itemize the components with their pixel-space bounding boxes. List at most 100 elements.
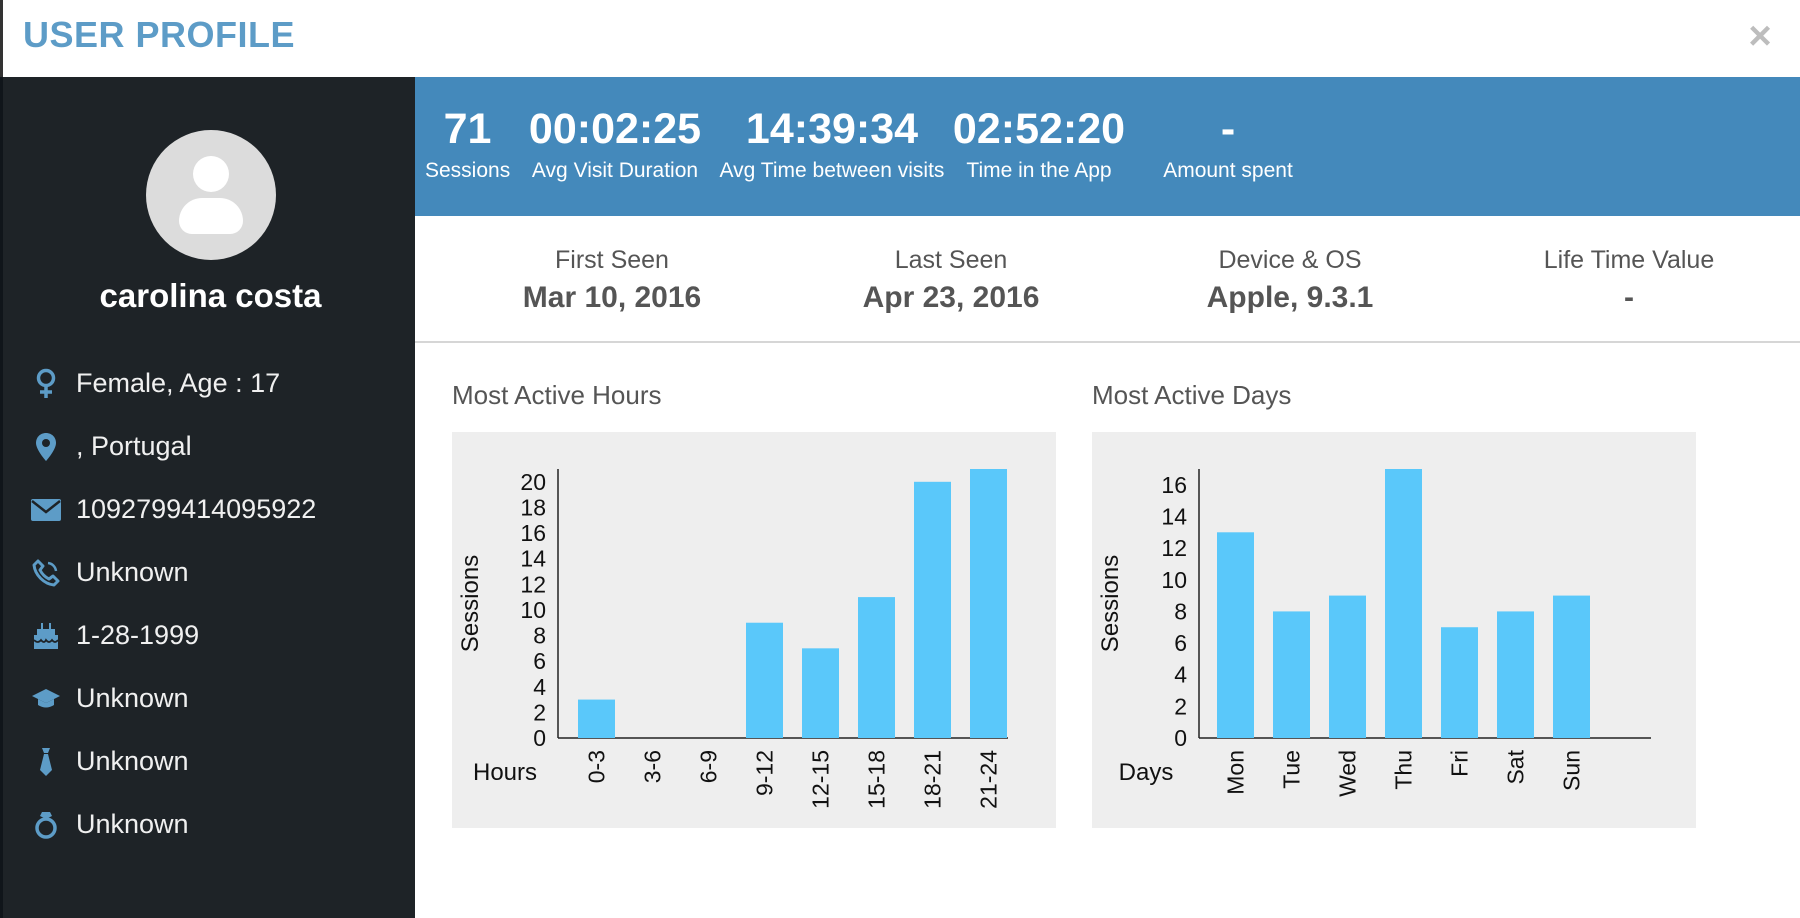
stat-label: Avg Time between visits xyxy=(719,159,945,182)
meta-first-seen: First Seen Mar 10, 2016 xyxy=(442,246,782,315)
y-tick-label: 18 xyxy=(520,494,546,520)
hours-chart: 0 2 4 6 8 10 12 14 16 18 20 Sessions Hours 0-3 3-6 6-9 9… xyxy=(452,432,1056,828)
stat-amount-spent: - Amount spent xyxy=(1143,107,1313,183)
stat-label: Sessions xyxy=(425,159,511,182)
x-tick-label: Sun xyxy=(1559,750,1585,791)
phone-icon xyxy=(31,556,61,590)
x-tick-label: Fri xyxy=(1447,750,1473,777)
birthday-cake-icon xyxy=(31,619,61,653)
days-chart: 0 2 4 6 8 10 12 14 16 Sessions Days Mon Tue Wed Thu Fri… xyxy=(1092,432,1696,828)
relationship-text: Unknown xyxy=(76,809,189,839)
y-tick-label: 14 xyxy=(1161,503,1187,529)
meta-label: Last Seen xyxy=(894,246,1008,274)
stat-time-in-app: 02:52:20 Time in the App xyxy=(949,107,1129,183)
y-tick-label: 2 xyxy=(533,699,546,725)
x-tick-label: 0-3 xyxy=(584,750,610,783)
meta-last-seen: Last Seen Apr 23, 2016 xyxy=(781,246,1121,315)
y-tick-label: 12 xyxy=(1161,535,1187,561)
stat-label: Time in the App xyxy=(966,159,1112,182)
stat-label: Avg Visit Duration xyxy=(531,159,699,182)
meta-label: Device & OS xyxy=(1218,246,1362,274)
education-text: Unknown xyxy=(76,683,189,713)
meta-label: Life Time Value xyxy=(1543,246,1715,274)
y-tick-label: 8 xyxy=(1174,598,1187,624)
x-tick-label: 9-12 xyxy=(752,750,778,796)
avatar-body xyxy=(179,198,243,234)
stat-value: - xyxy=(1220,105,1236,153)
avatar-head xyxy=(193,156,229,192)
info-phone: Unknown xyxy=(3,550,418,613)
bar xyxy=(914,481,951,738)
y-tick-label: 6 xyxy=(1174,630,1187,656)
hours-chart-title: Most Active Hours xyxy=(452,380,662,410)
info-occupation: Unknown xyxy=(3,739,418,802)
stat-value: 00:02:25 xyxy=(528,105,702,153)
bar xyxy=(1385,469,1422,738)
profile-info-list: Female, Age : 17 , Portugal 109279941409… xyxy=(3,361,418,865)
y-tick-label: 4 xyxy=(533,674,546,700)
info-email: 1092799414095922 xyxy=(3,487,418,550)
meta-value: - xyxy=(1624,281,1634,314)
stat-sessions: 71 Sessions xyxy=(425,107,510,183)
y-tick-label: 16 xyxy=(1161,472,1187,498)
x-tick-label: 6-9 xyxy=(696,750,722,783)
x-tick-label: 21-24 xyxy=(976,750,1002,809)
user-name: carolina costa xyxy=(99,277,322,314)
tie-icon xyxy=(31,745,61,779)
graduation-cap-icon xyxy=(31,682,61,716)
x-tick-label: Thu xyxy=(1391,750,1417,790)
chart-svg: 0 2 4 6 8 10 12 14 16 Sessions Days Mon Tue Wed Thu Fri… xyxy=(1097,469,1651,797)
bar xyxy=(578,699,615,738)
bar xyxy=(802,648,839,738)
x-tick-label: 15-18 xyxy=(864,750,890,809)
info-birthday: 1-28-1999 xyxy=(3,613,418,676)
info-gender-age: Female, Age : 17 xyxy=(3,361,418,424)
gender-age-text: Female, Age : 17 xyxy=(76,368,281,398)
ring-icon xyxy=(31,808,61,842)
y-tick-label: 2 xyxy=(1174,693,1187,719)
info-location: , Portugal xyxy=(3,424,418,487)
meta-value: Mar 10, 2016 xyxy=(522,281,702,314)
bar xyxy=(970,469,1007,738)
y-tick-label: 0 xyxy=(533,725,546,751)
modal-header: USER PROFILE × xyxy=(0,0,1800,77)
stat-label: Amount spent xyxy=(1163,159,1293,182)
x-axis-label: Days xyxy=(1119,759,1174,786)
y-tick-label: 12 xyxy=(520,571,546,597)
close-button[interactable]: × xyxy=(1748,14,1772,58)
location-pin-icon xyxy=(31,430,61,464)
y-tick-label: 14 xyxy=(520,546,546,572)
stats-banner: 71 Sessions 00:02:25 Avg Visit Duration … xyxy=(415,77,1800,216)
female-icon xyxy=(31,367,61,401)
y-tick-label: 10 xyxy=(520,597,546,623)
birthday-text: 1-28-1999 xyxy=(76,620,200,650)
x-tick-label: Tue xyxy=(1279,750,1305,789)
bar xyxy=(1497,611,1534,738)
stat-value: 71 xyxy=(443,105,492,153)
bar xyxy=(1273,611,1310,738)
email-text: 1092799414095922 xyxy=(76,494,317,524)
y-tick-label: 20 xyxy=(520,469,546,495)
stat-avg-time-between-visits: 14:39:34 Avg Time between visits xyxy=(717,107,947,183)
x-tick-label: Sat xyxy=(1503,749,1529,784)
meta-row: First Seen Mar 10, 2016 Last Seen Apr 23… xyxy=(415,216,1800,343)
y-tick-label: 10 xyxy=(1161,567,1187,593)
bar xyxy=(1329,595,1366,738)
y-tick-label: 8 xyxy=(533,623,546,649)
meta-value: Apple, 9.3.1 xyxy=(1206,281,1374,314)
y-axis-label: Sessions xyxy=(1097,555,1124,652)
y-tick-label: 16 xyxy=(520,520,546,546)
stat-value: 02:52:20 xyxy=(952,105,1126,153)
bar xyxy=(746,622,783,738)
x-tick-label: Wed xyxy=(1335,750,1361,797)
x-axis-label: Hours xyxy=(473,759,537,786)
meta-label: First Seen xyxy=(555,246,669,274)
modal-title: USER PROFILE xyxy=(23,14,296,55)
info-education: Unknown xyxy=(3,676,418,739)
y-tick-label: 0 xyxy=(1174,725,1187,751)
x-tick-label: 3-6 xyxy=(640,750,666,783)
meta-lifetime-value: Life Time Value - xyxy=(1459,246,1799,315)
x-tick-label: 18-21 xyxy=(920,750,946,809)
